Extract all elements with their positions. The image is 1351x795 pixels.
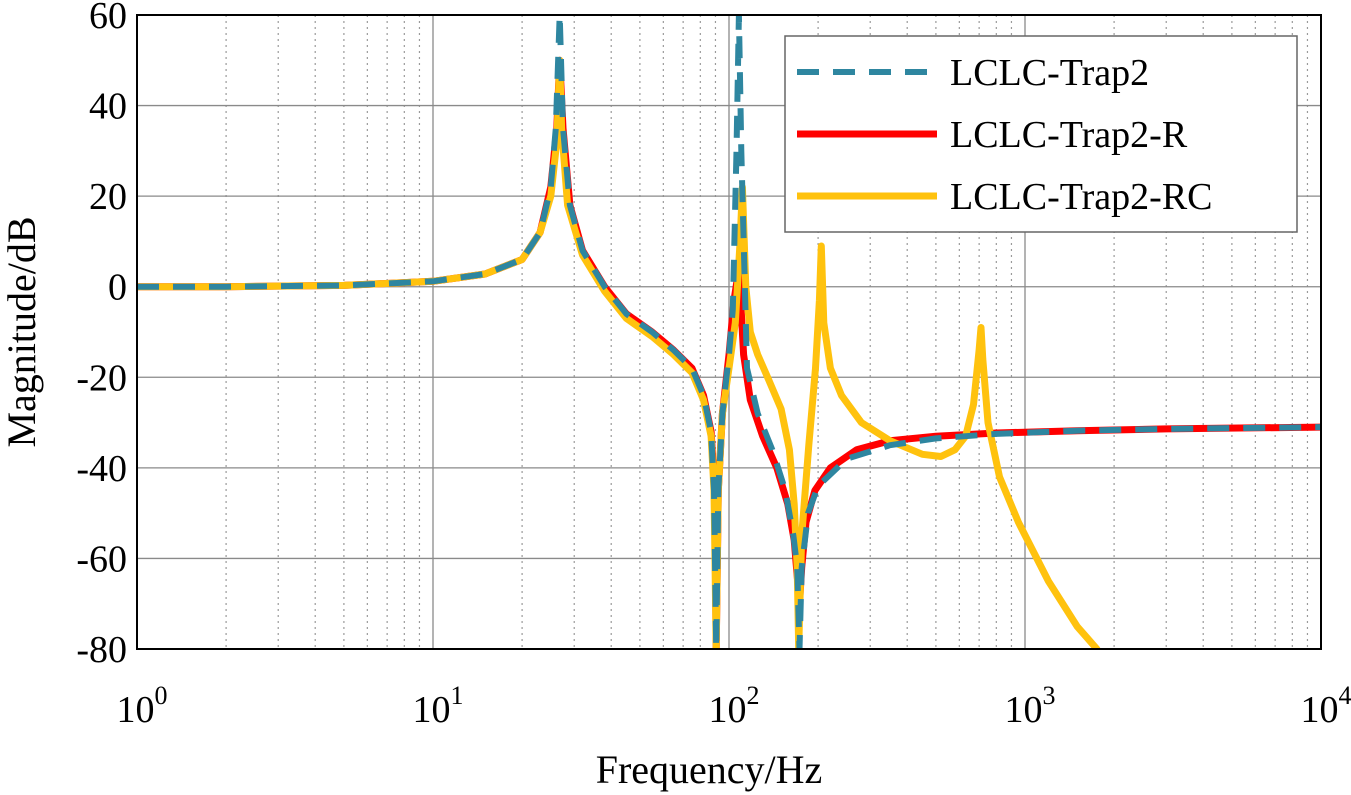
x-tick-label: 104 (1301, 681, 1351, 731)
series-layer (137, 15, 1321, 649)
minor-gridlines (225, 15, 1309, 649)
x-tick-base: 10 (1301, 689, 1339, 731)
y-tick-label: -60 (76, 538, 127, 580)
y-tick-label: 20 (89, 176, 127, 218)
y-tick-label: 60 (89, 0, 127, 37)
y-tick-label: 0 (108, 267, 127, 309)
y-axis-title: Magnitude/dB (0, 216, 44, 447)
legend-label: LCLC-Trap2-R (950, 114, 1188, 156)
x-tick-exponent: 3 (1043, 681, 1056, 710)
x-tick-base: 10 (1005, 689, 1043, 731)
x-tick-labels: 100 101 102 103 104 (117, 681, 1351, 731)
y-tick-label: -80 (76, 629, 127, 671)
x-tick-label: 102 (709, 681, 760, 731)
y-tick-label: -40 (76, 448, 127, 490)
series-line-lclc-trap2 (137, 15, 1321, 649)
x-tick-exponent: 4 (1339, 681, 1351, 710)
legend-label: LCLC-Trap2 (950, 52, 1149, 94)
x-tick-exponent: 0 (155, 681, 168, 710)
x-tick-label: 101 (413, 681, 464, 731)
x-tick-label: 100 (117, 681, 168, 731)
x-axis-title: Frequency/Hz (596, 747, 823, 792)
y-tick-label: -20 (76, 357, 127, 399)
x-tick-base: 10 (413, 689, 451, 731)
legend-label: LCLC-Trap2-RC (950, 176, 1213, 218)
x-tick-base: 10 (709, 689, 747, 731)
x-tick-base: 10 (117, 689, 155, 731)
x-tick-label: 103 (1005, 681, 1056, 731)
plot-area-border (136, 14, 1322, 650)
x-tick-exponent: 2 (747, 681, 760, 710)
y-tick-labels: 60 40 20 0 -20 -40 -60 -80 (76, 0, 127, 671)
y-tick-label: 40 (89, 86, 127, 128)
x-tick-exponent: 1 (451, 681, 464, 710)
legend: LCLC-Trap2 LCLC-Trap2-R LCLC-Trap2-RC (784, 35, 1298, 233)
